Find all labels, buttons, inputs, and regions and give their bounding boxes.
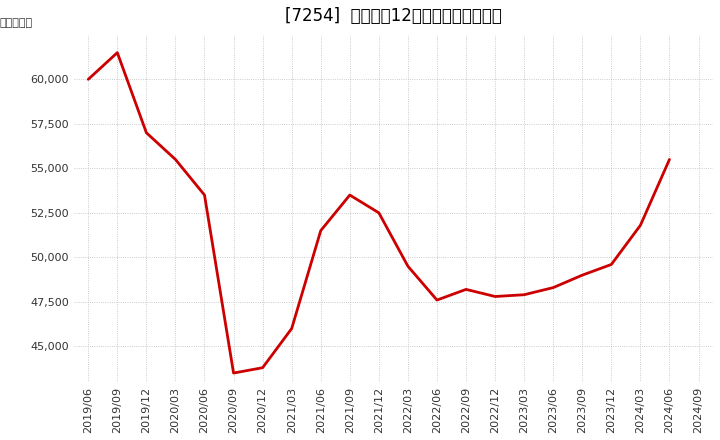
Y-axis label: （百万円）: （百万円） — [0, 18, 32, 28]
Title: [7254]  売上高の12か月移動合計の推移: [7254] 売上高の12か月移動合計の推移 — [285, 7, 502, 25]
